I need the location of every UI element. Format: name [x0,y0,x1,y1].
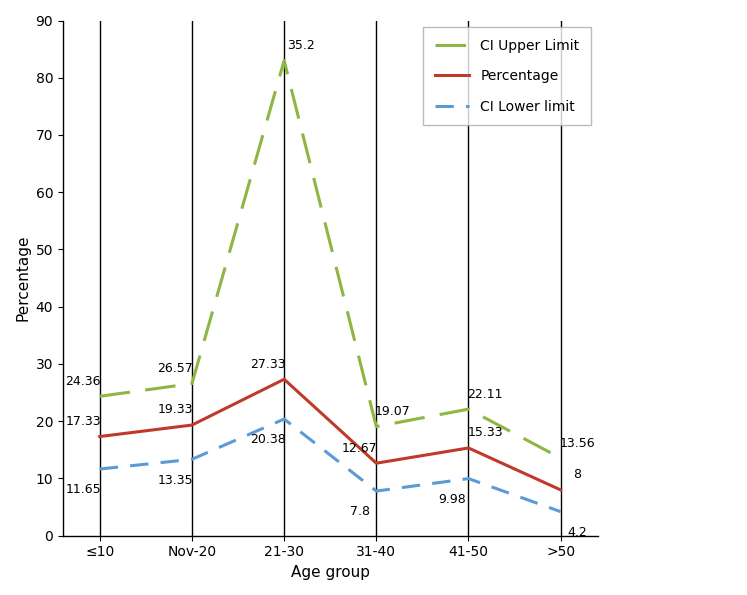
Text: 17.33: 17.33 [66,415,101,428]
Text: 19.07: 19.07 [375,405,411,418]
Text: 13.35: 13.35 [158,474,193,487]
Text: 9.98: 9.98 [438,493,466,506]
Text: 8: 8 [573,468,581,481]
Text: 20.38: 20.38 [249,433,285,446]
Text: 4.2: 4.2 [568,526,587,539]
Legend: CI Upper Limit, Percentage, CI Lower limit: CI Upper Limit, Percentage, CI Lower lim… [424,27,591,125]
Text: 22.11: 22.11 [468,387,503,400]
Text: 27.33: 27.33 [249,358,285,371]
Text: 35.2: 35.2 [287,39,314,52]
X-axis label: Age group: Age group [291,565,370,580]
Text: 11.65: 11.65 [66,483,101,496]
Text: 26.57: 26.57 [158,362,193,375]
Text: 7.8: 7.8 [350,505,370,518]
Y-axis label: Percentage: Percentage [15,235,30,321]
Text: 19.33: 19.33 [158,403,193,416]
Text: 24.36: 24.36 [66,375,101,388]
Text: 12.67: 12.67 [342,441,377,455]
Text: 13.56: 13.56 [560,437,595,449]
Text: 15.33: 15.33 [468,427,503,439]
